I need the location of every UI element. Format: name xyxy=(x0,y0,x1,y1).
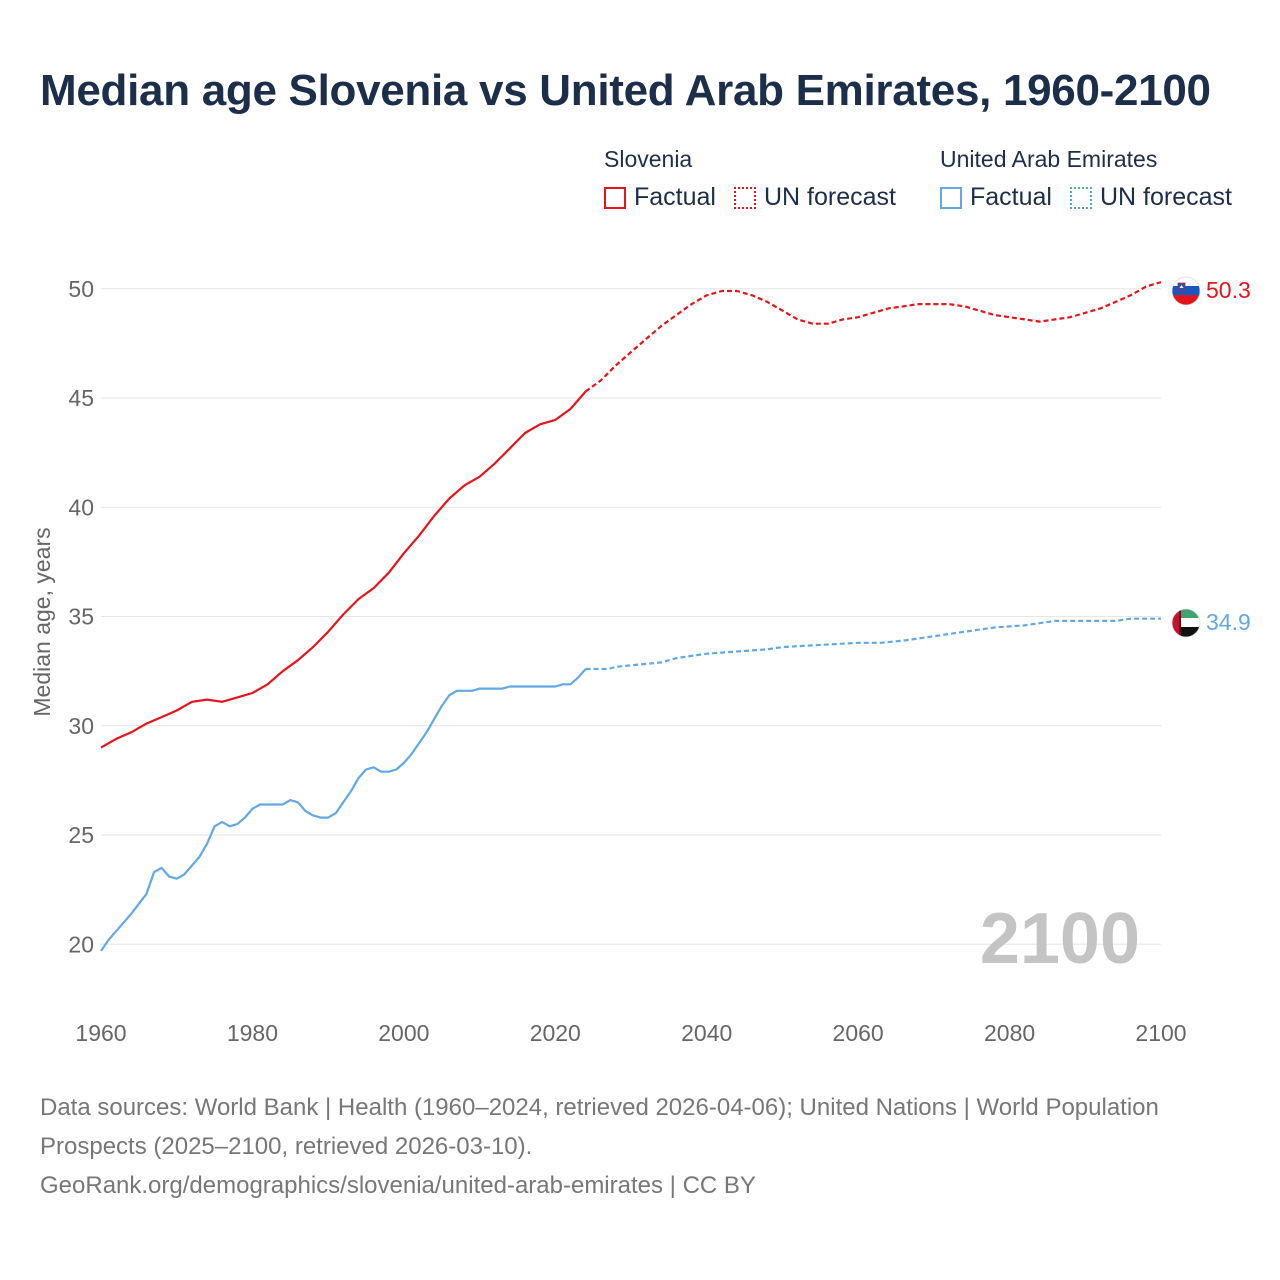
slovenia-forecast-line xyxy=(584,281,1162,393)
y-tick-label: 25 xyxy=(68,822,94,848)
legend-swatch-dotted-icon xyxy=(1069,186,1092,209)
uae-factual-line xyxy=(100,668,587,952)
y-axis-label: Median age, years xyxy=(29,527,55,716)
x-tick-label: 2060 xyxy=(833,1020,884,1046)
data-sources: Data sources: World Bank | Health (1960–… xyxy=(40,1094,1159,1160)
uae-end-label: 34.9 xyxy=(1206,609,1251,635)
x-tick-label: 1980 xyxy=(227,1020,278,1046)
year-watermark: 2100 xyxy=(980,899,1140,979)
legend-slovenia-title: Slovenia xyxy=(604,146,693,172)
x-tick-label: 2080 xyxy=(984,1020,1035,1046)
y-tick-label: 50 xyxy=(68,276,94,302)
legend-uae-factual-label: Factual xyxy=(970,183,1052,211)
credit-link[interactable]: GeoRank.org/demographics/slovenia/united… xyxy=(40,1172,756,1199)
y-tick-label: 45 xyxy=(68,385,94,411)
legend-slovenia-forecast[interactable]: UN forecast xyxy=(733,183,896,212)
legend-uae-title: United Arab Emirates xyxy=(940,146,1158,172)
slovenia-factual-line xyxy=(100,390,587,749)
x-tick-label: 1960 xyxy=(75,1020,126,1046)
legend-uae-factual[interactable]: Factual xyxy=(940,183,1052,212)
slovenia-flag-icon xyxy=(1171,276,1201,306)
legend-uae-forecast-label: UN forecast xyxy=(1099,183,1232,211)
uae-forecast-line xyxy=(585,617,1161,671)
y-tick-label: 30 xyxy=(68,713,94,739)
x-tick-label: 2020 xyxy=(530,1020,581,1046)
legend-slovenia: Slovenia Factual UN forecast xyxy=(604,146,914,212)
y-tick-label: 35 xyxy=(68,604,94,630)
uae-flag-icon xyxy=(1171,608,1201,638)
legend-slovenia-forecast-label: UN forecast xyxy=(763,183,896,211)
y-tick-label: 20 xyxy=(68,931,94,957)
x-tick-label: 2000 xyxy=(378,1020,429,1046)
legend-swatch-dotted-icon xyxy=(733,186,756,209)
x-tick-label: 2040 xyxy=(681,1020,732,1046)
footer: Data sources: World Bank | Health (1960–… xyxy=(40,1088,1220,1205)
legend-uae: United Arab Emirates Factual UN forecast xyxy=(940,146,1250,212)
y-tick-label: 40 xyxy=(68,494,94,520)
x-tick-label: 2100 xyxy=(1135,1020,1186,1046)
chart-title: Median age Slovenia vs United Arab Emira… xyxy=(40,66,1211,115)
legend-swatch-solid-icon xyxy=(940,186,962,209)
slovenia-end-label: 50.3 xyxy=(1206,277,1251,303)
legend-slovenia-factual[interactable]: Factual xyxy=(604,183,716,212)
legend-uae-forecast[interactable]: UN forecast xyxy=(1069,183,1232,212)
legend-swatch-solid-icon xyxy=(604,186,626,209)
legend-slovenia-factual-label: Factual xyxy=(634,183,716,211)
